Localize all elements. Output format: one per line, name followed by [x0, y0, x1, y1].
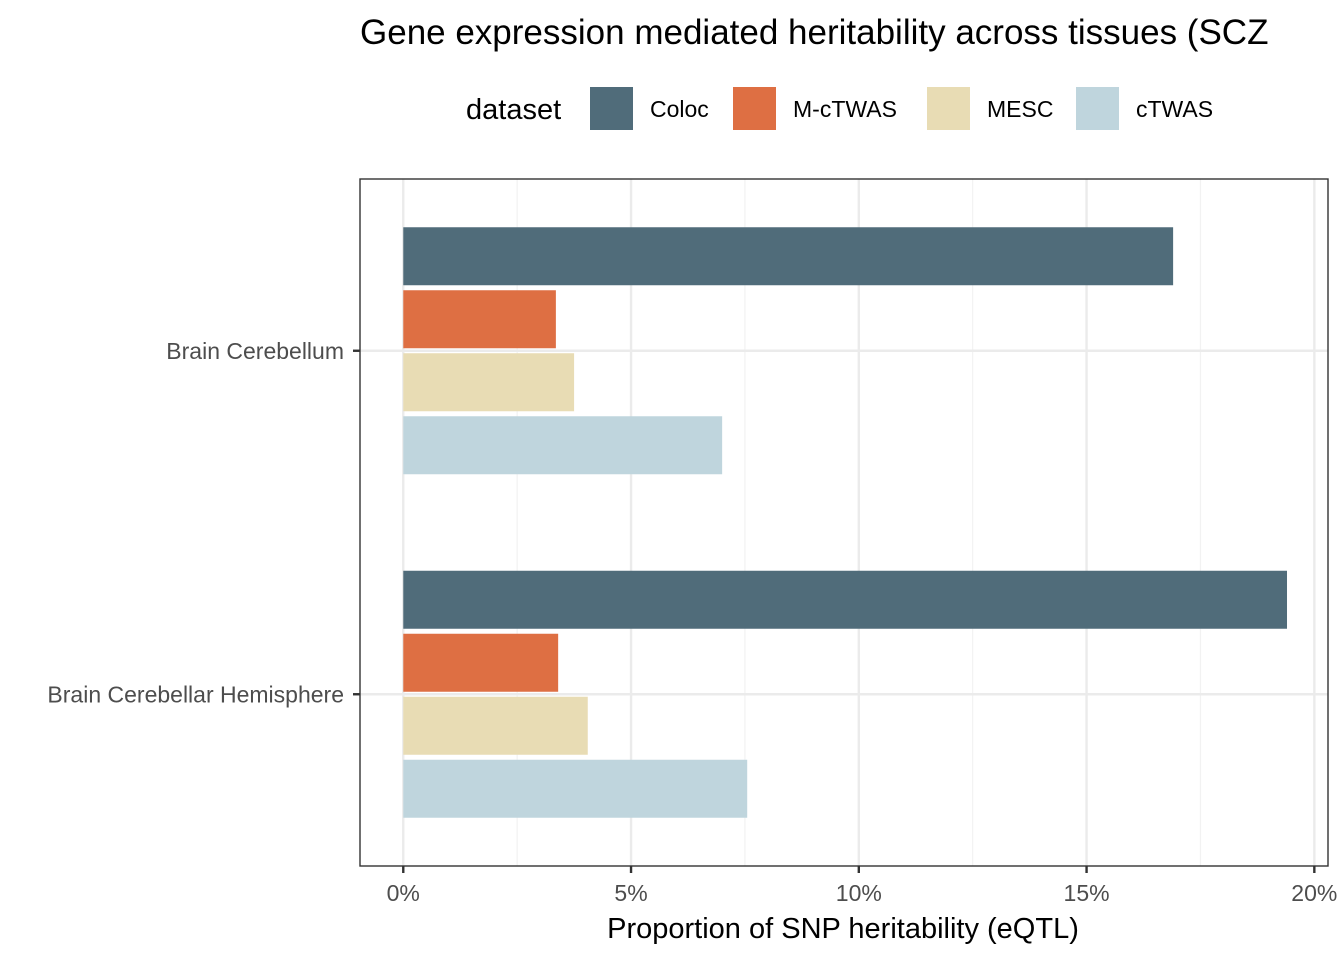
- x-axis-label: Proportion of SNP heritability (eQTL): [607, 913, 1079, 945]
- bar-ctwas-brain-cerebellar-hemisphere: [403, 759, 748, 818]
- plot-area: Brain Cerebellum Brain Cerebellar Hemisph…: [47, 178, 1337, 906]
- bar-mesc-brain-cerebellar-hemisphere: [403, 696, 588, 755]
- x-tick-label: 20%: [1291, 880, 1337, 906]
- y-tick-label: Brain Cerebellar Hemisphere: [47, 681, 344, 707]
- legend-key-ctwas: [1076, 87, 1119, 130]
- legend-key-coloc: [590, 87, 633, 130]
- legend-key-m-ctwas: [733, 87, 776, 130]
- legend-label: cTWAS: [1136, 96, 1213, 122]
- bar-coloc-brain-cerebellum: [403, 227, 1174, 286]
- bar-m-ctwas-brain-cerebellum: [403, 290, 556, 349]
- x-tick-label: 0%: [387, 880, 420, 906]
- legend: dataset Coloc M-cTWAS MESC cTWAS: [466, 87, 1213, 130]
- legend-label: MESC: [987, 96, 1053, 122]
- chart-title: Gene expression mediated heritability ac…: [360, 13, 1268, 52]
- bar-ctwas-brain-cerebellum: [403, 416, 723, 475]
- bar-m-ctwas-brain-cerebellar-hemisphere: [403, 633, 559, 692]
- x-tick-label: 5%: [614, 880, 647, 906]
- bar-mesc-brain-cerebellum: [403, 353, 575, 412]
- legend-label: Coloc: [650, 96, 709, 122]
- x-tick-label: 10%: [836, 880, 882, 906]
- x-tick-label: 15%: [1064, 880, 1110, 906]
- legend-title: dataset: [466, 94, 561, 126]
- legend-key-mesc: [927, 87, 970, 130]
- bar-coloc-brain-cerebellar-hemisphere: [403, 570, 1288, 629]
- plot-border: [359, 178, 1329, 867]
- legend-label: M-cTWAS: [793, 96, 897, 122]
- y-tick-label: Brain Cerebellum: [166, 338, 344, 364]
